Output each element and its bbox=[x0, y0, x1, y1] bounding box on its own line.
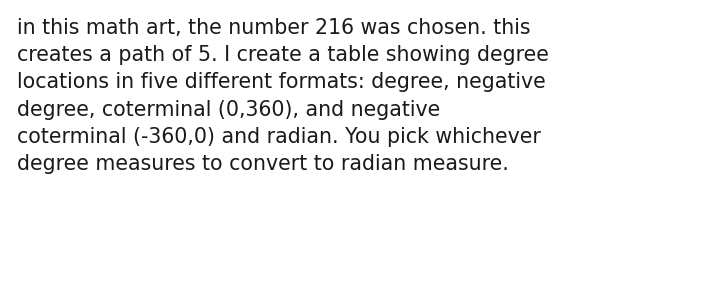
Text: in this math art, the number 216 was chosen. this
creates a path of 5. I create : in this math art, the number 216 was cho… bbox=[17, 18, 549, 174]
